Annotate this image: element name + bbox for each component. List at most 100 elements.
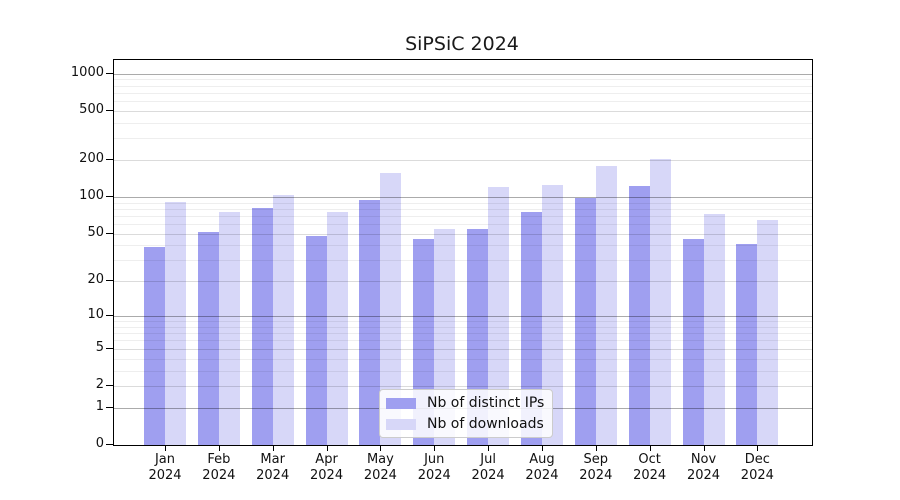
x-tick-year: 2024 — [363, 468, 397, 483]
y-tick-label: 200 — [79, 151, 104, 167]
y-tick-label: 5 — [95, 339, 104, 355]
x-tick-label: Jan 2024 — [135, 452, 195, 484]
x-tick-mark — [703, 446, 705, 451]
y-tick-mark — [106, 196, 113, 198]
bar — [628, 186, 650, 445]
bar — [359, 200, 381, 445]
y-tick-mark — [106, 280, 113, 282]
bar — [218, 211, 240, 445]
y-tick-mark — [106, 315, 113, 317]
x-tick-label: Jun 2024 — [404, 452, 464, 484]
y-tick-label: 500 — [79, 101, 104, 117]
x-tick-mark — [218, 446, 220, 451]
x-tick-label: Sep 2024 — [566, 452, 626, 484]
y-tick-mark — [106, 347, 113, 349]
x-tick-month: Mar — [260, 452, 285, 467]
x-tick-year: 2024 — [740, 468, 774, 483]
y-tick-label: 10 — [87, 307, 104, 323]
x-tick-month: May — [366, 452, 394, 467]
y-tick-label: 1 — [95, 398, 104, 414]
y-tick-label: 20 — [87, 272, 104, 288]
x-tick-mark — [595, 446, 597, 451]
x-tick-mark — [326, 446, 328, 451]
y-tick-mark — [106, 159, 113, 161]
x-tick-label: Apr 2024 — [297, 452, 357, 484]
y-tick-label: 1000 — [70, 64, 104, 80]
x-tick-mark — [165, 446, 166, 451]
x-tick-label: Mar 2024 — [243, 452, 303, 484]
x-tick-month: Jul — [480, 452, 496, 467]
legend-swatch-distinct-ips — [386, 397, 416, 409]
x-tick-mark — [272, 446, 274, 451]
bar — [649, 158, 671, 445]
x-tick-label: Dec 2024 — [727, 452, 787, 484]
bar — [305, 235, 327, 445]
bar — [488, 187, 510, 445]
y-tick-mark — [106, 232, 113, 234]
bar — [197, 231, 219, 445]
bar — [595, 166, 617, 445]
legend: Nb of distinct IPs Nb of downloads — [379, 389, 554, 438]
legend-swatch-downloads — [386, 418, 416, 430]
bar — [380, 172, 402, 445]
x-tick-year: 2024 — [256, 468, 290, 483]
y-tick-mark — [106, 406, 113, 408]
x-tick-mark — [649, 446, 651, 451]
x-tick-mark — [380, 446, 382, 451]
x-tick-year: 2024 — [202, 468, 236, 483]
bar — [520, 211, 542, 445]
y-tick-label: 50 — [87, 224, 104, 240]
x-tick-label: May 2024 — [350, 452, 410, 484]
x-tick-mark — [488, 446, 490, 451]
x-tick-year: 2024 — [579, 468, 613, 483]
x-tick-month: Jun — [424, 452, 445, 467]
x-tick-month: Sep — [583, 452, 609, 467]
y-tick-label: 0 — [95, 436, 104, 451]
legend-item-downloads: Nb of downloads — [386, 416, 544, 432]
bar — [682, 239, 704, 445]
bar — [272, 195, 294, 445]
x-tick-month: Dec — [744, 452, 770, 467]
x-tick-mark — [757, 446, 759, 451]
x-tick-label: Oct 2024 — [620, 452, 680, 484]
x-tick-label: Feb 2024 — [189, 452, 249, 484]
x-tick-year: 2024 — [148, 468, 182, 483]
x-tick-year: 2024 — [310, 468, 344, 483]
bar — [326, 212, 348, 445]
bar — [757, 219, 779, 445]
x-tick-month: Jan — [154, 452, 176, 467]
x-tick-month: Oct — [638, 452, 661, 467]
x-tick-month: Apr — [315, 452, 338, 467]
legend-label-downloads: Nb of downloads — [427, 416, 544, 432]
y-tick-mark — [106, 444, 113, 445]
x-tick-label: Aug 2024 — [512, 452, 572, 484]
x-tick-label: Jul 2024 — [458, 452, 518, 484]
y-tick-mark — [106, 72, 113, 74]
bars-layer — [114, 60, 812, 445]
bar — [165, 202, 186, 445]
x-tick-year: 2024 — [417, 468, 451, 483]
x-tick-year: 2024 — [471, 468, 505, 483]
y-tick-mark — [106, 384, 113, 386]
bar — [541, 184, 563, 445]
legend-item-distinct-ips: Nb of distinct IPs — [386, 395, 544, 411]
x-tick-mark — [434, 446, 436, 451]
bar — [736, 244, 758, 445]
y-tick-label: 100 — [79, 188, 104, 204]
x-tick-year: 2024 — [633, 468, 667, 483]
x-tick-month: Aug — [529, 452, 555, 467]
x-tick-month: Nov — [690, 452, 717, 467]
y-tick-label: 2 — [95, 376, 104, 392]
plot-area: Nb of distinct IPs Nb of downloads — [113, 59, 813, 446]
x-tick-label: Nov 2024 — [674, 452, 734, 484]
bar — [144, 246, 165, 445]
chart-title: SiPSiC 2024 — [405, 33, 519, 55]
bar — [703, 213, 725, 445]
x-tick-month: Feb — [207, 452, 231, 467]
x-tick-year: 2024 — [686, 468, 721, 483]
x-tick-mark — [541, 446, 543, 451]
x-tick-year: 2024 — [525, 468, 559, 483]
legend-label-distinct-ips: Nb of distinct IPs — [427, 395, 545, 411]
bar — [574, 198, 596, 445]
